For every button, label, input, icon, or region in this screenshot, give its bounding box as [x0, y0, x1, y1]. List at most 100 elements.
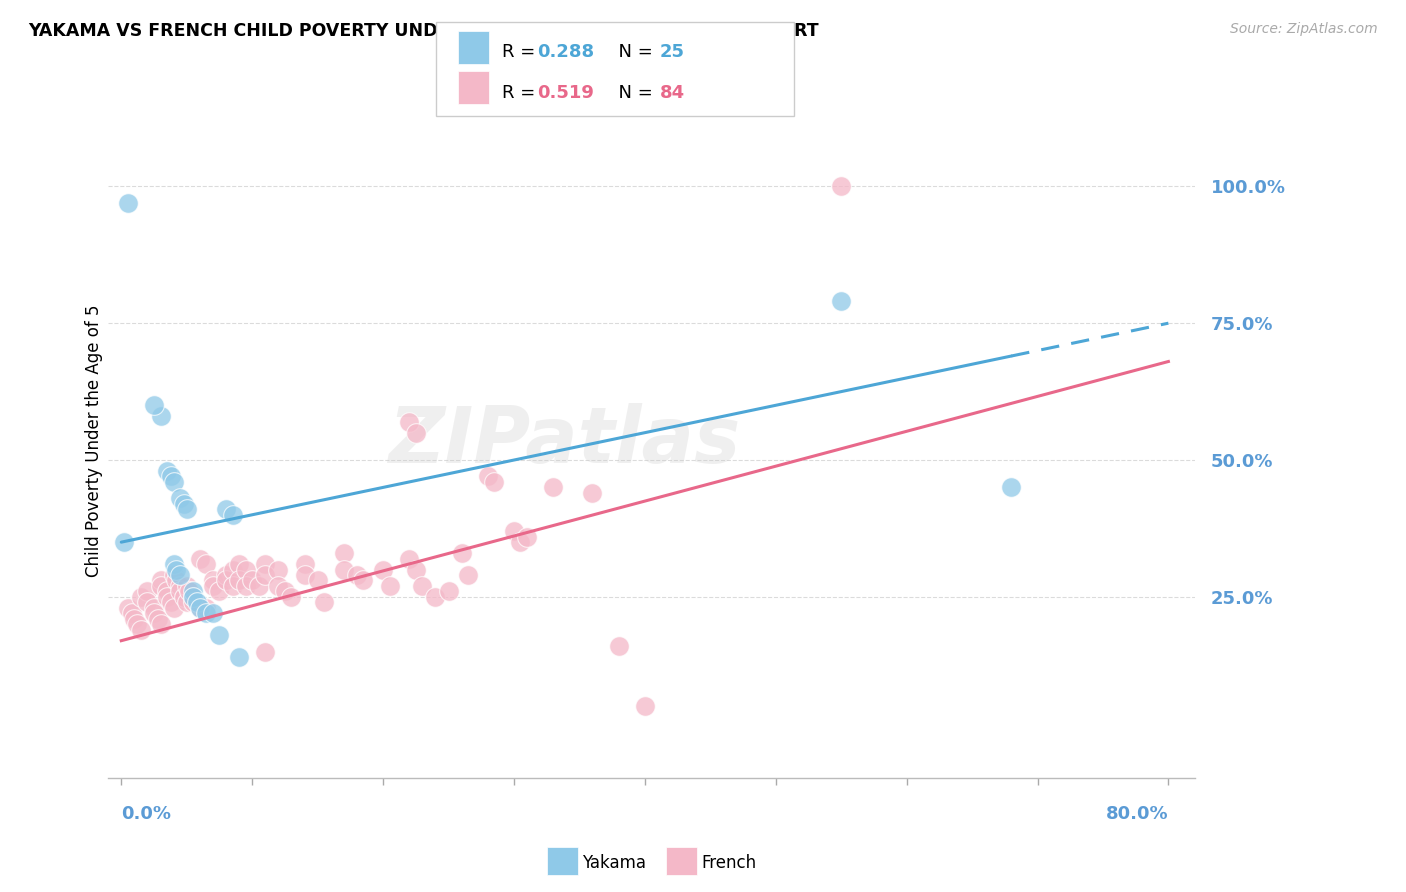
Point — [156, 590, 179, 604]
Point — [181, 590, 204, 604]
Point — [378, 579, 401, 593]
Point — [509, 535, 531, 549]
Point — [398, 551, 420, 566]
Text: N =: N = — [607, 84, 659, 102]
Point — [240, 574, 263, 588]
Point — [176, 595, 198, 609]
Point — [484, 475, 506, 489]
Point — [162, 600, 184, 615]
Point — [160, 469, 183, 483]
Point — [607, 639, 630, 653]
Point — [208, 584, 231, 599]
Point — [162, 475, 184, 489]
Point — [228, 650, 250, 665]
Point — [208, 628, 231, 642]
Point — [235, 579, 257, 593]
Point — [405, 425, 427, 440]
Point — [201, 574, 224, 588]
Point — [477, 469, 499, 483]
Point — [195, 557, 218, 571]
Point — [254, 645, 277, 659]
Point — [179, 584, 201, 599]
Point — [541, 480, 564, 494]
Point — [156, 464, 179, 478]
Point — [188, 551, 211, 566]
Point — [149, 617, 172, 632]
Text: YAKAMA VS FRENCH CHILD POVERTY UNDER THE AGE OF 5 CORRELATION CHART: YAKAMA VS FRENCH CHILD POVERTY UNDER THE… — [28, 22, 818, 40]
Point — [201, 607, 224, 621]
Point — [169, 579, 191, 593]
Point — [117, 195, 139, 210]
Point — [247, 579, 270, 593]
Point — [121, 607, 143, 621]
Point — [124, 612, 146, 626]
Point — [181, 584, 204, 599]
Point — [149, 579, 172, 593]
Point — [294, 557, 316, 571]
Point — [267, 579, 290, 593]
Point — [173, 590, 195, 604]
Point — [195, 607, 218, 621]
Point — [165, 562, 187, 576]
Point — [333, 562, 356, 576]
Point — [352, 574, 374, 588]
Point — [117, 600, 139, 615]
Point — [235, 562, 257, 576]
Point — [267, 562, 290, 576]
Point — [125, 617, 148, 632]
Point — [162, 568, 184, 582]
Text: 84: 84 — [659, 84, 685, 102]
Text: R =: R = — [502, 84, 541, 102]
Text: N =: N = — [607, 43, 659, 62]
Point — [333, 546, 356, 560]
Text: 0.519: 0.519 — [537, 84, 593, 102]
Point — [830, 294, 852, 309]
Point — [307, 574, 329, 588]
Point — [215, 502, 238, 516]
Point — [228, 557, 250, 571]
Point — [156, 584, 179, 599]
Point — [398, 415, 420, 429]
Point — [188, 600, 211, 615]
Text: Yakama: Yakama — [582, 855, 647, 872]
Point — [146, 612, 169, 626]
Point — [136, 595, 159, 609]
Text: R =: R = — [502, 43, 541, 62]
Point — [215, 568, 238, 582]
Point — [221, 579, 243, 593]
Point — [254, 557, 277, 571]
Point — [280, 590, 302, 604]
Point — [143, 607, 166, 621]
Point — [274, 584, 297, 599]
Point — [201, 579, 224, 593]
Text: Source: ZipAtlas.com: Source: ZipAtlas.com — [1230, 22, 1378, 37]
Point — [165, 574, 187, 588]
Text: 80.0%: 80.0% — [1105, 805, 1168, 823]
Point — [186, 595, 208, 609]
Point — [176, 502, 198, 516]
Point — [437, 584, 460, 599]
Point — [112, 535, 135, 549]
Point — [346, 568, 368, 582]
Point — [136, 584, 159, 599]
Point — [181, 595, 204, 609]
Point — [221, 508, 243, 522]
Point — [411, 579, 433, 593]
Point — [254, 568, 277, 582]
Text: 0.288: 0.288 — [537, 43, 595, 62]
Text: French: French — [702, 855, 756, 872]
Point — [169, 491, 191, 506]
Point — [176, 579, 198, 593]
Point — [129, 623, 152, 637]
Point — [169, 568, 191, 582]
Point — [371, 562, 394, 576]
Point — [129, 590, 152, 604]
Text: 0.0%: 0.0% — [121, 805, 172, 823]
Point — [228, 574, 250, 588]
Point — [294, 568, 316, 582]
Point — [405, 562, 427, 576]
Point — [162, 557, 184, 571]
Point — [634, 699, 657, 714]
Point — [143, 600, 166, 615]
Point — [188, 600, 211, 615]
